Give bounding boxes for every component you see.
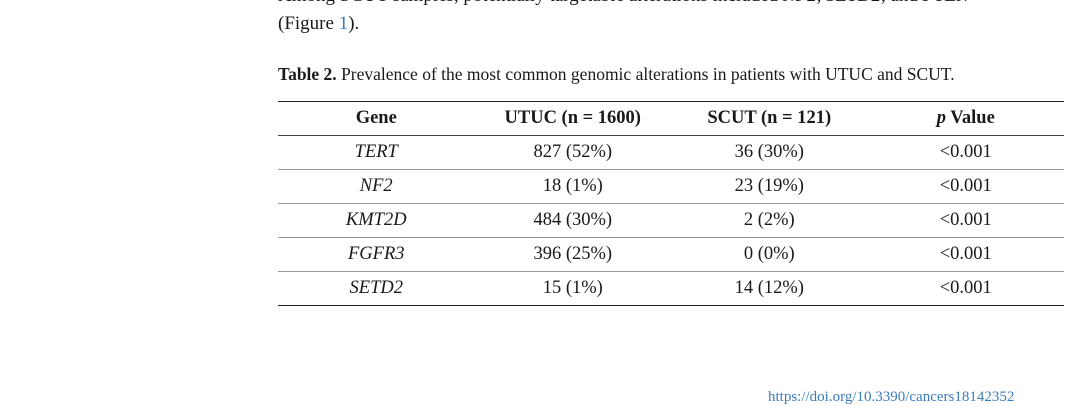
table-cell: 15 (1%) xyxy=(542,278,603,298)
table-cell: 827 (52%) xyxy=(533,142,613,162)
text-segment: NF2 xyxy=(783,0,817,6)
header-cell: Gene xyxy=(355,108,397,128)
table-cell: <0.001 xyxy=(939,244,992,264)
header-cell: UTUC (n = 1600) xyxy=(504,108,641,128)
figure-link[interactable]: 1 xyxy=(338,13,349,34)
table-cell: <0.001 xyxy=(939,176,992,196)
table-row: FGFR3 396 (25%) 0 (0%) <0.001 xyxy=(278,238,1064,272)
table-cell: 0 (0%) xyxy=(743,244,795,264)
table-label: Table 2. xyxy=(278,64,337,84)
doi-link[interactable]: https://doi.org/10.3390/cancers18142352 xyxy=(768,389,1015,405)
gene-cell: NF2 xyxy=(359,176,393,196)
text-segment: SETD2 xyxy=(826,0,881,6)
text: ). xyxy=(348,13,360,34)
text: (Figure xyxy=(278,13,339,34)
table-cell: <0.001 xyxy=(939,278,992,298)
gene-cell: TERT xyxy=(354,142,398,162)
gene-cell: KMT2D xyxy=(345,210,407,230)
table-header: Gene UTUC (n = 1600) SCUT (n = 121) p Va… xyxy=(278,101,1065,136)
header-cell: p Value xyxy=(868,102,1065,136)
table-cell: 396 (25%) xyxy=(533,244,613,264)
table: Gene UTUC (n = 1600) SCUT (n = 121) p Va… xyxy=(278,101,1064,306)
paragraph-line: Among SCUT samples, potentially targetab… xyxy=(278,0,969,7)
table-row: SETD2 15 (1%) 14 (12%) <0.001 xyxy=(278,272,1064,306)
p-symbol: p xyxy=(936,108,946,128)
table-row: TERT 827 (52%) 36 (30%) <0.001 xyxy=(278,136,1064,170)
table-body: TERT 827 (52%) 36 (30%) <0.001 NF2 18 (1%) 23 … xyxy=(278,136,1064,306)
table-row: NF2 18 (1%) 23 (19%) <0.001 xyxy=(278,170,1064,204)
table-row: KMT2D 484 (30%) 2 (2%) <0.001 xyxy=(278,204,1064,238)
table-cell: <0.001 xyxy=(939,142,992,162)
text-segment: PTEN xyxy=(923,0,969,6)
caption-text: Prevalence of the most common genomic al… xyxy=(341,64,955,84)
gene-cell: SETD2 xyxy=(349,278,403,298)
header-cell: SCUT (n = 121) xyxy=(707,108,832,128)
table-cell: <0.001 xyxy=(939,210,992,230)
table-caption: Table 2. Prevalence of the most common g… xyxy=(278,64,955,85)
table-cell: 23 (19%) xyxy=(734,176,804,196)
text: Value xyxy=(950,108,995,128)
text-segment: , and xyxy=(881,0,923,6)
table-cell: 18 (1%) xyxy=(542,176,603,196)
paragraph-line: (Figure 1). xyxy=(278,13,359,35)
table-cell: 36 (30%) xyxy=(734,142,804,162)
gene-cell: FGFR3 xyxy=(347,244,405,264)
text-segment: Among SCUT samples, potentially targetab… xyxy=(278,0,783,6)
header-row: Gene UTUC (n = 1600) SCUT (n = 121) p Va… xyxy=(278,101,1065,136)
table-cell: 14 (12%) xyxy=(734,278,804,298)
text-segment: , xyxy=(817,0,827,6)
table-cell: 2 (2%) xyxy=(743,210,795,230)
table-cell: 484 (30%) xyxy=(533,210,613,230)
